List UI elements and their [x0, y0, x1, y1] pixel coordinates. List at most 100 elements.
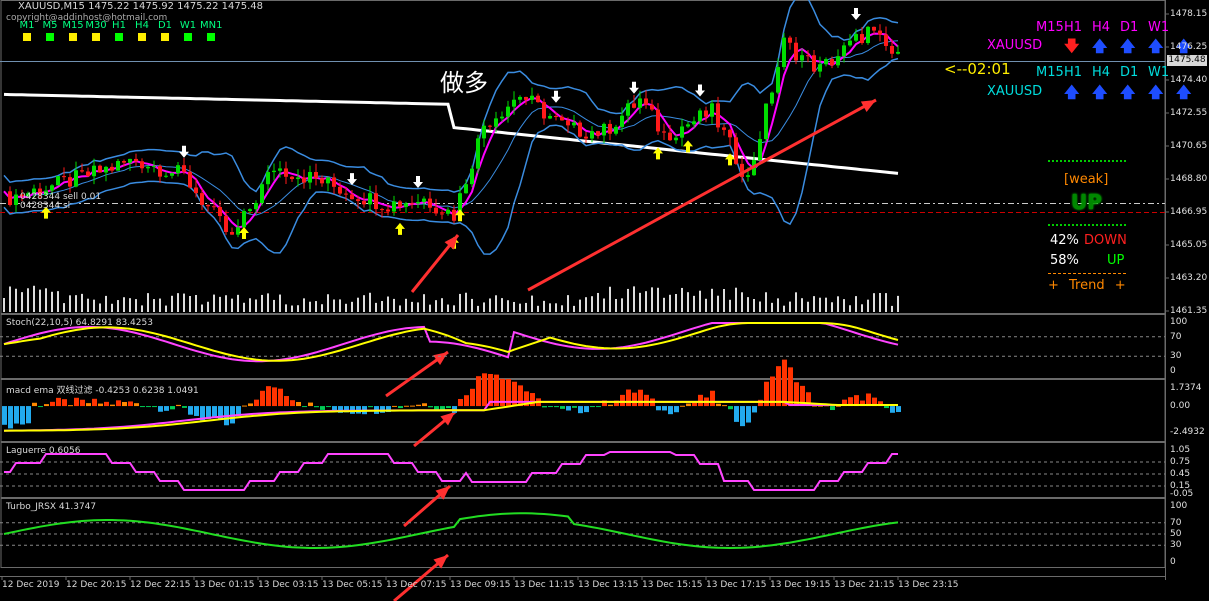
candle-body [560, 116, 564, 121]
candle-body [320, 178, 324, 184]
volume-bar [189, 295, 191, 312]
fast-trend-line [3, 32, 899, 229]
macd-histogram-bar [458, 398, 463, 407]
macd-histogram-bar [860, 400, 865, 407]
macd-histogram-bar [128, 401, 133, 407]
candle-body [8, 191, 12, 205]
volume-bar [333, 299, 335, 312]
candle-body [158, 165, 162, 177]
volume-bar [435, 300, 437, 312]
macd-histogram-bar [416, 404, 421, 407]
volume-bar [747, 297, 749, 312]
timeframe-m30: M30 [85, 20, 107, 41]
macd-histogram-bar [866, 393, 871, 407]
candle-body [290, 176, 294, 180]
candle-body [200, 193, 204, 205]
volume-bar [813, 296, 815, 312]
price-label: 1465.05 [1170, 240, 1208, 250]
volume-bar [15, 288, 17, 312]
macd-histogram-bar [548, 406, 553, 408]
macd-histogram-bar [482, 373, 487, 407]
candle-body [494, 118, 498, 127]
time-label: 13 Dec 05:15 [322, 580, 383, 590]
candle-body [278, 168, 282, 171]
macd-axis-label: -2.4932 [1170, 427, 1205, 437]
volume-bar [57, 291, 59, 312]
candle-body [548, 116, 552, 119]
bollinger-lower [3, 57, 899, 255]
candle-body [794, 42, 798, 61]
volume-bar [507, 300, 509, 312]
candle-body [830, 59, 834, 66]
candle-body [716, 103, 720, 128]
volume-bar [789, 301, 791, 312]
volume-bar [543, 300, 545, 312]
turbo-axis-label: 70 [1170, 517, 1182, 528]
candle-body [296, 177, 300, 180]
volume-bar [69, 295, 71, 312]
volume-bar [111, 303, 113, 312]
volume-bar [273, 299, 275, 312]
macd-histogram-bar [146, 406, 151, 408]
macd-histogram-bar [440, 406, 445, 411]
tf-header-d1: D1 [1120, 20, 1139, 35]
macd-histogram-bar [182, 406, 187, 408]
time-label: 13 Dec 09:15 [450, 580, 511, 590]
macd-histogram-bar [50, 401, 55, 407]
timeframe-status-square [184, 33, 192, 41]
tf-header-d1: D1 [1120, 65, 1139, 80]
timeframe-status-square [23, 33, 31, 41]
macd-histogram-bar [242, 405, 247, 407]
volume-bar [243, 302, 245, 312]
macd-histogram-bar [104, 401, 109, 407]
macd-histogram-bar [506, 378, 511, 407]
macd-histogram-bar [818, 405, 823, 407]
macd-histogram-bar [596, 406, 601, 408]
volume-bar [849, 305, 851, 312]
annotation-arrow-turbo-head-icon [433, 555, 448, 569]
symbol-line: XAUUSD,M15 1475.22 1475.92 1475.22 1475.… [18, 1, 264, 12]
macd-histogram-bar [122, 401, 127, 407]
macd-histogram-bar [158, 406, 163, 412]
volume-bar [555, 303, 557, 312]
macd-histogram-bar [446, 406, 451, 409]
laguerre-axis-label: 0.45 [1170, 469, 1191, 479]
volume-bar [261, 294, 263, 312]
macd-histogram-bar [644, 394, 649, 407]
volume-bar [891, 305, 893, 312]
macd-histogram-bar [656, 406, 661, 411]
macd-histogram-bar [20, 406, 25, 425]
laguerre-axis-label: 1.05 [1170, 445, 1191, 455]
volume-bar [819, 297, 821, 312]
volume-bar [9, 286, 11, 312]
volume-bar [879, 292, 881, 312]
macd-histogram-bar [92, 398, 97, 407]
candle-body [542, 102, 546, 119]
volume-bar [483, 302, 485, 312]
price-label: 1466.95 [1170, 207, 1208, 217]
macd-histogram-bar [578, 406, 583, 414]
candle-body [392, 201, 396, 212]
candle-body [602, 123, 606, 136]
volume-bar [177, 293, 179, 312]
candle-body [14, 194, 18, 205]
volume-bar [663, 297, 665, 312]
candle-body [380, 209, 384, 211]
signal-arrow-down-icon [347, 173, 357, 186]
volume-bar [129, 298, 131, 312]
candle-body [260, 184, 264, 204]
candle-body [818, 64, 822, 72]
timeframe-h4: H4 [131, 20, 153, 41]
macd-histogram-bar [788, 367, 793, 407]
signal-arrow-down-icon [413, 175, 423, 188]
volume-bar [357, 297, 359, 312]
macd-histogram-bar [836, 405, 841, 407]
laguerre-axis-label: 0.15 [1170, 481, 1191, 491]
volume-bar [207, 301, 209, 312]
volume-bar [237, 294, 239, 312]
volume-bar [183, 293, 185, 312]
volume-bar [693, 295, 695, 312]
volume-bar [867, 299, 869, 312]
annotation-arrow-stoch-head-icon [433, 352, 448, 365]
